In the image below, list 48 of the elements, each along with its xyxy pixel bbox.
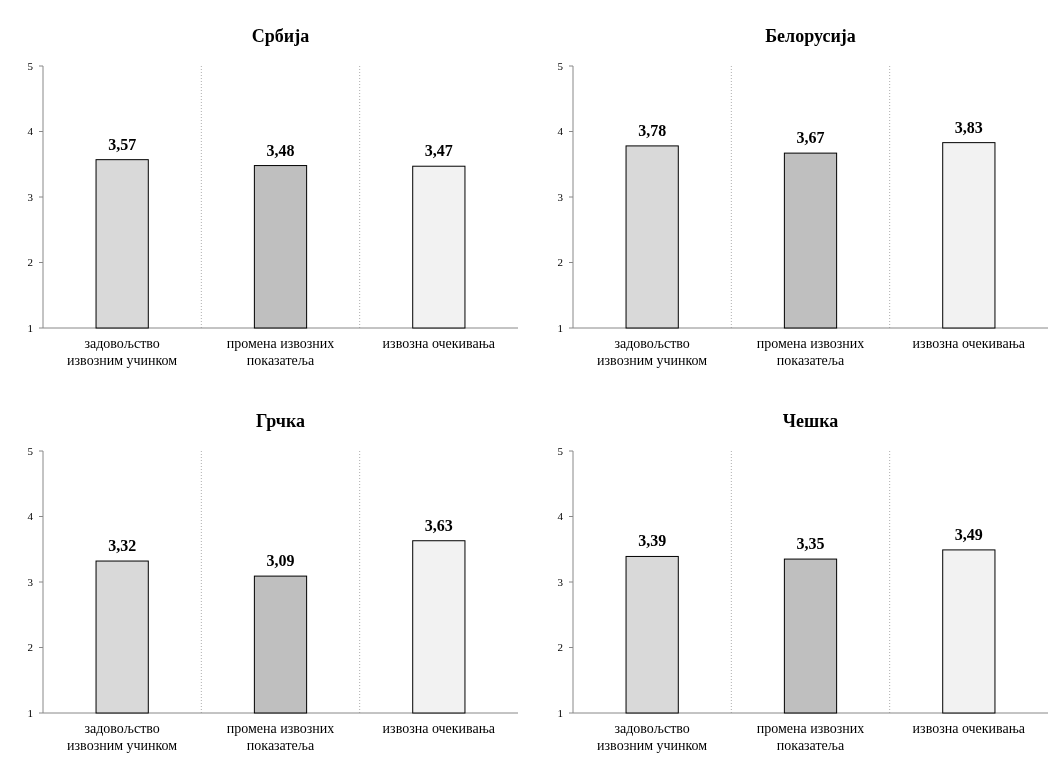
x-tick-label: промена извозних показатеља	[226, 336, 335, 368]
y-tick-label: 2	[557, 641, 563, 654]
y-tick-label: 3	[27, 575, 34, 588]
y-tick-label: 2	[27, 256, 33, 269]
x-tick-label: задовољство извозним учинком	[597, 336, 708, 368]
data-label: 3,48	[266, 141, 295, 159]
y-tick-label: 4	[557, 125, 564, 138]
data-label: 3,57	[108, 135, 137, 153]
y-tick-label: 5	[557, 59, 564, 72]
y-tick-label: 4	[27, 125, 34, 138]
y-tick-label: 2	[557, 256, 563, 269]
chart-title: Чешка	[782, 411, 839, 431]
x-tick-label: задовољство извозним учинком	[597, 721, 708, 753]
data-label: 3,39	[638, 532, 667, 550]
y-tick-label: 5	[557, 444, 564, 457]
data-label: 3,78	[638, 121, 667, 139]
y-tick-label: 1	[557, 706, 563, 719]
chart-title: Белорусија	[765, 26, 856, 46]
y-tick-label: 1	[27, 706, 33, 719]
data-label: 3,35	[796, 535, 825, 553]
y-tick-label: 5	[27, 444, 34, 457]
data-label: 3,63	[424, 516, 453, 534]
y-tick-label: 3	[557, 190, 564, 203]
y-tick-label: 5	[27, 59, 34, 72]
x-tick-label: промена извозних показатеља	[756, 721, 865, 753]
x-tick-label: извозна очекивања	[382, 721, 496, 736]
y-tick-label: 4	[27, 510, 34, 523]
x-tick-label: задовољство извозним учинком	[67, 721, 178, 753]
data-label: 3,32	[108, 537, 137, 555]
x-tick-label: промена извозних показатеља	[756, 336, 865, 368]
data-label: 3,47	[424, 142, 453, 160]
x-tick-label: извозна очекивања	[912, 336, 1026, 351]
data-label: 3,67	[796, 129, 825, 147]
data-label: 3,49	[954, 525, 983, 543]
x-tick-label: извозна очекивања	[912, 721, 1026, 736]
chart-title: Србија	[251, 26, 310, 46]
y-tick-label: 4	[557, 510, 564, 523]
data-label: 3,09	[266, 552, 295, 570]
y-tick-label: 1	[27, 321, 33, 334]
y-tick-label: 2	[27, 641, 33, 654]
x-tick-label: задовољство извозним учинком	[67, 336, 178, 368]
y-tick-label: 1	[557, 321, 563, 334]
data-label: 3,83	[954, 118, 983, 136]
chart-title: Грчка	[255, 411, 306, 431]
y-tick-label: 3	[27, 190, 34, 203]
x-tick-label: извозна очекивања	[382, 336, 496, 351]
x-tick-label: промена извозних показатеља	[226, 721, 335, 753]
y-tick-label: 3	[557, 575, 564, 588]
